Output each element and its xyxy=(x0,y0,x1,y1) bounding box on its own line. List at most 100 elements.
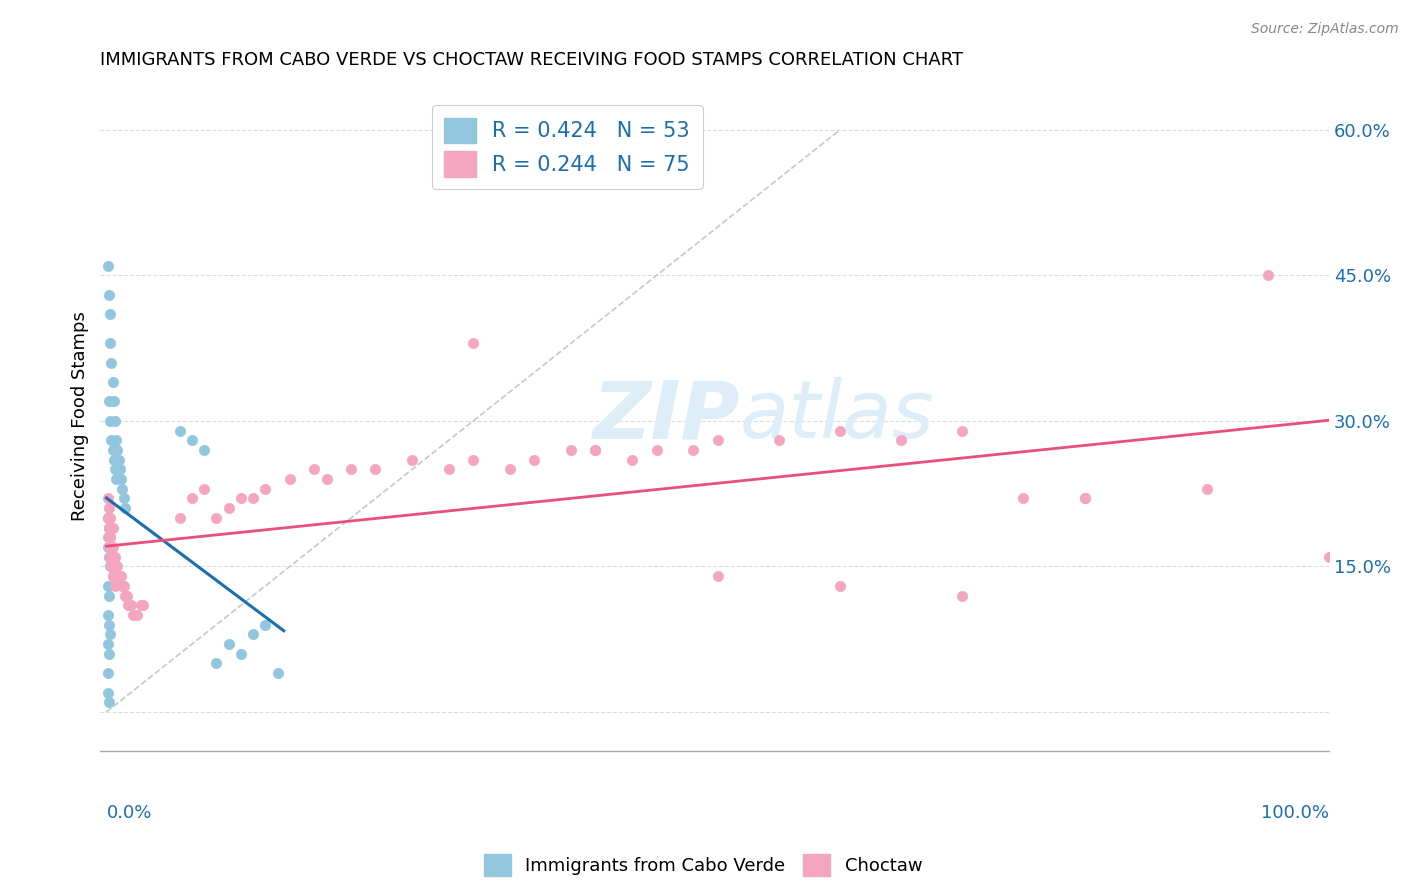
Text: 0.0%: 0.0% xyxy=(107,804,152,822)
Point xyxy=(122,607,145,622)
Point xyxy=(97,579,120,593)
Point xyxy=(107,569,129,583)
Point xyxy=(229,647,252,661)
Point xyxy=(205,511,228,525)
Point xyxy=(104,462,127,476)
Point xyxy=(98,549,121,564)
Point xyxy=(98,511,121,525)
Point xyxy=(97,520,120,534)
Point xyxy=(97,647,120,661)
Point xyxy=(193,442,215,457)
Text: atlas: atlas xyxy=(740,377,934,455)
Point xyxy=(205,657,228,671)
Point xyxy=(254,482,277,496)
Point xyxy=(104,414,127,428)
Point xyxy=(117,589,139,603)
Point xyxy=(523,452,546,467)
Point xyxy=(97,637,120,651)
Point xyxy=(101,569,124,583)
Point xyxy=(266,666,288,681)
Point xyxy=(1012,491,1035,506)
Point xyxy=(97,695,120,709)
Point xyxy=(97,501,120,516)
Point xyxy=(118,598,141,612)
Point xyxy=(97,259,120,273)
Point xyxy=(682,442,704,457)
Point xyxy=(101,442,124,457)
Point xyxy=(97,520,120,534)
Text: Source: ZipAtlas.com: Source: ZipAtlas.com xyxy=(1251,22,1399,37)
Point xyxy=(101,520,124,534)
Point xyxy=(364,462,387,476)
Point xyxy=(110,569,132,583)
Point xyxy=(98,307,121,321)
Point xyxy=(340,462,363,476)
Point xyxy=(1257,268,1279,283)
Point xyxy=(560,442,582,457)
Point xyxy=(98,530,121,544)
Point xyxy=(463,452,485,467)
Point xyxy=(890,434,912,448)
Point xyxy=(108,569,131,583)
Point xyxy=(97,530,120,544)
Point xyxy=(97,511,120,525)
Point xyxy=(107,442,129,457)
Point xyxy=(120,598,142,612)
Point xyxy=(97,607,120,622)
Point xyxy=(97,511,120,525)
Legend: Immigrants from Cabo Verde, Choctaw: Immigrants from Cabo Verde, Choctaw xyxy=(477,847,929,883)
Point xyxy=(97,589,120,603)
Point xyxy=(97,287,120,301)
Point xyxy=(110,472,132,486)
Point xyxy=(97,666,120,681)
Point xyxy=(100,520,122,534)
Point xyxy=(621,452,644,467)
Point xyxy=(97,394,120,409)
Point xyxy=(828,579,851,593)
Point xyxy=(100,540,122,554)
Point xyxy=(1073,491,1095,506)
Point xyxy=(105,559,128,574)
Point xyxy=(1317,549,1340,564)
Point xyxy=(125,607,148,622)
Point xyxy=(104,579,127,593)
Point xyxy=(706,569,728,583)
Point xyxy=(950,589,973,603)
Point xyxy=(645,442,668,457)
Point xyxy=(229,491,252,506)
Point xyxy=(129,598,152,612)
Point xyxy=(98,414,121,428)
Point xyxy=(315,472,337,486)
Point xyxy=(103,549,125,564)
Point xyxy=(104,549,127,564)
Legend: R = 0.424   N = 53, R = 0.244   N = 75: R = 0.424 N = 53, R = 0.244 N = 75 xyxy=(432,105,703,189)
Y-axis label: Receiving Food Stamps: Receiving Food Stamps xyxy=(72,311,89,521)
Point xyxy=(132,598,155,612)
Point xyxy=(463,336,485,351)
Point xyxy=(218,501,240,516)
Point xyxy=(100,540,122,554)
Point xyxy=(218,637,240,651)
Point xyxy=(101,569,124,583)
Point xyxy=(828,424,851,438)
Point xyxy=(499,462,522,476)
Point xyxy=(585,442,607,457)
Point xyxy=(105,434,128,448)
Point xyxy=(181,434,204,448)
Point xyxy=(117,598,139,612)
Text: IMMIGRANTS FROM CABO VERDE VS CHOCTAW RECEIVING FOOD STAMPS CORRELATION CHART: IMMIGRANTS FROM CABO VERDE VS CHOCTAW RE… xyxy=(100,51,963,69)
Point xyxy=(169,424,191,438)
Point xyxy=(101,549,124,564)
Point xyxy=(111,579,134,593)
Point xyxy=(304,462,326,476)
Point xyxy=(103,452,125,467)
Point xyxy=(100,559,122,574)
Point xyxy=(242,491,264,506)
Point xyxy=(97,540,120,554)
Point xyxy=(112,579,135,593)
Point xyxy=(97,549,120,564)
Point xyxy=(437,462,460,476)
Point xyxy=(242,627,264,641)
Point xyxy=(112,491,135,506)
Point xyxy=(97,685,120,699)
